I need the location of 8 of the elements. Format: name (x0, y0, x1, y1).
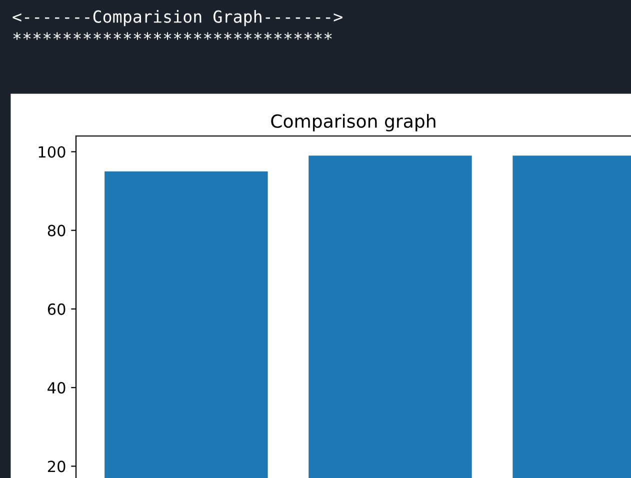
text: <-------Comparision Graph-------> (12, 10, 342, 26)
chart-title: Comparison graph (271, 114, 436, 132)
y-tick-label: 40 (48, 382, 66, 394)
y-tick-label: 80 (48, 224, 66, 236)
y-tick-label: 60 (48, 303, 66, 315)
y-tick-label: 100 (38, 146, 66, 158)
text: ******************************** (13, 32, 332, 40)
y-tick-label: 20 (48, 460, 66, 472)
